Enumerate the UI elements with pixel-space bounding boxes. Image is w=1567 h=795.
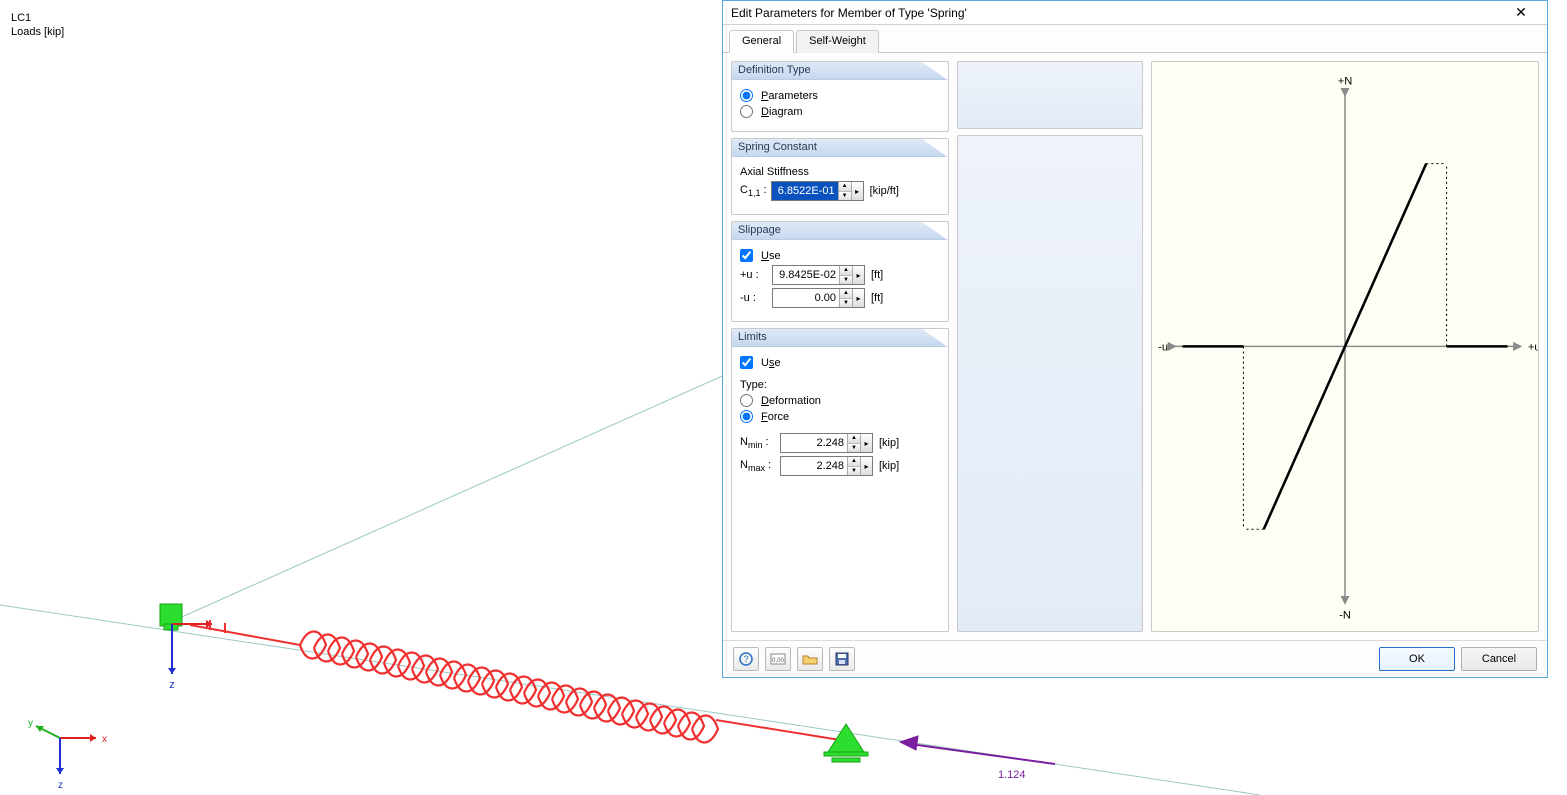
loadcase-label: LC1 [11,12,31,24]
radio-diagram[interactable] [740,105,753,118]
svg-text:-N: -N [1339,610,1351,622]
nmax-input[interactable] [781,457,847,475]
folder-icon[interactable] [797,647,823,671]
slippage-use-label: Use [761,250,781,262]
nmin-input[interactable] [781,434,847,452]
plus-u-unit: [ft] [871,269,883,281]
radio-diagram-label: Diagram [761,106,803,118]
tab-general[interactable]: General [729,30,794,53]
loads-unit-label: Loads [kip] [11,26,64,38]
group-header: Definition Type [732,62,948,80]
minus-u-spinner[interactable]: ▲▼ ▸ [772,288,865,308]
c11-input[interactable] [772,182,838,200]
nmin-label: Nmin : [740,436,776,450]
ok-button[interactable]: OK [1379,647,1455,671]
svg-text:z: z [58,780,63,791]
dialog-title: Edit Parameters for Member of Type 'Spri… [731,6,1501,20]
svg-text:y: y [28,718,33,729]
empty-panel-bottom [957,135,1143,632]
spring-parameters-dialog: Edit Parameters for Member of Type 'Spri… [722,0,1548,678]
limits-type-label: Type: [740,379,767,391]
group-definition-type: Definition Type Parameters Diagram [731,61,949,132]
minus-u-input[interactable] [773,289,839,307]
c11-label: C1,1 : [740,184,767,198]
minus-u-unit: [ft] [871,292,883,304]
group-header: Limits [732,329,948,347]
load-value: 1.124 [998,769,1026,781]
nmax-label: Nmax : [740,459,776,473]
radio-force-label: Force [761,411,789,423]
dialog-footer: ? 0,00 OK Cancel [723,640,1547,677]
limits-use-label: Use [761,357,781,369]
svg-text:-u: -u [1158,342,1168,354]
nmin-spinner[interactable]: ▲▼ ▸ [780,433,873,453]
group-header: Slippage [732,222,948,240]
spring-diagram-panel: +N -N +u -u [1151,61,1539,632]
radio-force[interactable] [740,410,753,423]
dialog-titlebar[interactable]: Edit Parameters for Member of Type 'Spri… [723,1,1547,25]
units-icon[interactable]: 0,00 [765,647,791,671]
limits-use-checkbox[interactable] [740,356,753,369]
nmax-spinner[interactable]: ▲▼ ▸ [780,456,873,476]
svg-text:z: z [169,679,175,691]
svg-text:?: ? [743,654,748,664]
c11-unit: [kip/ft] [870,185,899,197]
group-header: Spring Constant [732,139,948,157]
help-icon[interactable]: ? [733,647,759,671]
c11-spinner[interactable]: ▲▼ ▸ [771,181,864,201]
radio-parameters[interactable] [740,89,753,102]
radio-deformation[interactable] [740,394,753,407]
svg-text:0,00: 0,00 [772,658,784,664]
plus-u-input[interactable] [773,266,839,284]
radio-deformation-label: Deformation [761,395,821,407]
dialog-tabs: General Self-Weight [723,25,1547,53]
plus-u-spinner[interactable]: ▲▼ ▸ [772,265,865,285]
group-slippage: Slippage Use +u : ▲▼ ▸ [ft] -u : [731,221,949,322]
save-icon[interactable] [829,647,855,671]
radio-parameters-label: Parameters [761,90,818,102]
tab-self-weight[interactable]: Self-Weight [796,30,879,53]
axial-stiffness-label: Axial Stiffness [740,166,809,178]
nmax-unit: [kip] [879,460,899,472]
empty-panel-top [957,61,1143,129]
svg-text:+N: +N [1338,75,1353,87]
plus-u-label: +u : [740,269,768,281]
nmin-unit: [kip] [879,437,899,449]
slippage-use-checkbox[interactable] [740,249,753,262]
cancel-button[interactable]: Cancel [1461,647,1537,671]
svg-text:x: x [102,734,107,745]
minus-u-label: -u : [740,292,768,304]
svg-text:+u: +u [1528,342,1538,354]
group-limits: Limits Use Type: Deformation Force Nmin … [731,328,949,632]
close-icon[interactable]: ✕ [1501,2,1541,24]
group-spring-constant: Spring Constant Axial Stiffness C1,1 : ▲… [731,138,949,215]
